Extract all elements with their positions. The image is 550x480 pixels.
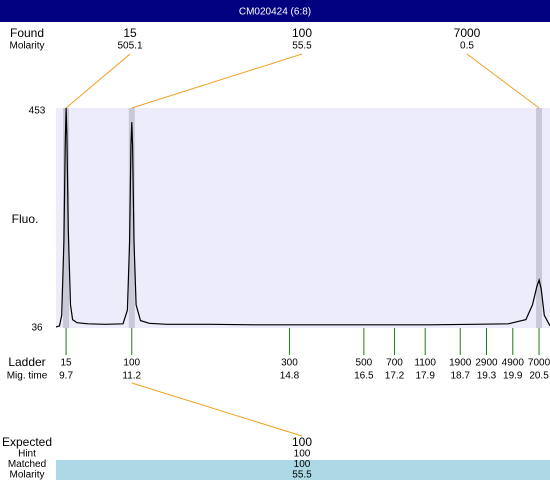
peak-band [536, 108, 543, 328]
found-size: 15 [123, 26, 137, 40]
plot-area [56, 108, 550, 328]
found-molarity: 0.5 [460, 41, 474, 52]
y-axis-label: Fluo. [12, 212, 39, 226]
ladder-time: 14.8 [280, 371, 300, 382]
ladder-size: 300 [281, 358, 298, 369]
found-link [131, 53, 303, 109]
ladder-time: 19.3 [477, 371, 497, 382]
expected-row-value: 100 [294, 449, 311, 460]
expected-row-value: 55.5 [292, 470, 312, 480]
ladder-size: 1100 [414, 358, 436, 369]
ladder-time: 16.5 [354, 371, 374, 382]
ladder-time: 20.5 [529, 371, 549, 382]
ladder-size: 4900 [502, 358, 525, 369]
expected-label: Expected [2, 435, 52, 449]
ladder-size: 700 [386, 358, 403, 369]
found-size: 100 [292, 26, 312, 40]
ladder-size: 1900 [449, 358, 472, 369]
title: CM020424 (6:8) [239, 7, 311, 18]
ladder-time: 17.2 [385, 371, 405, 382]
expected-row-label: Molarity [9, 470, 44, 480]
title-bar [0, 0, 550, 22]
ladder-time: 19.9 [503, 371, 523, 382]
ladder-time: 17.9 [415, 371, 435, 382]
peak-band [63, 108, 70, 328]
ladder-sub-label: Mig. time [7, 371, 48, 382]
ladder-time: 18.7 [450, 371, 470, 382]
expected-row-label: Matched [8, 459, 46, 470]
ladder-label: Ladder [8, 355, 45, 369]
found-size: 7000 [454, 26, 481, 40]
ladder-time: 11.2 [122, 371, 141, 382]
y-tick-label: 453 [29, 106, 46, 117]
ladder-size: 100 [123, 358, 140, 369]
found-link [466, 53, 540, 109]
ladder-size: 2900 [475, 358, 498, 369]
ladder-time: 9.7 [59, 371, 73, 382]
expected-link [131, 382, 303, 437]
ladder-size: 500 [356, 358, 373, 369]
found-molarity: 505.1 [117, 41, 142, 52]
ladder-size: 15 [61, 358, 73, 369]
found-link [65, 53, 131, 109]
found-label: Found [10, 26, 44, 40]
expected-row-value: 100 [294, 459, 311, 470]
trace [55, 107, 550, 328]
expected-value: 100 [292, 435, 312, 449]
peak-band [128, 108, 135, 328]
expected-row-label: Hint [18, 449, 36, 460]
found-molarity: 55.5 [292, 41, 312, 52]
ladder-size: 7000 [528, 358, 550, 369]
y-tick-label: 36 [31, 323, 43, 334]
found-sub-label: Molarity [9, 41, 44, 52]
matched-highlight [56, 460, 550, 480]
